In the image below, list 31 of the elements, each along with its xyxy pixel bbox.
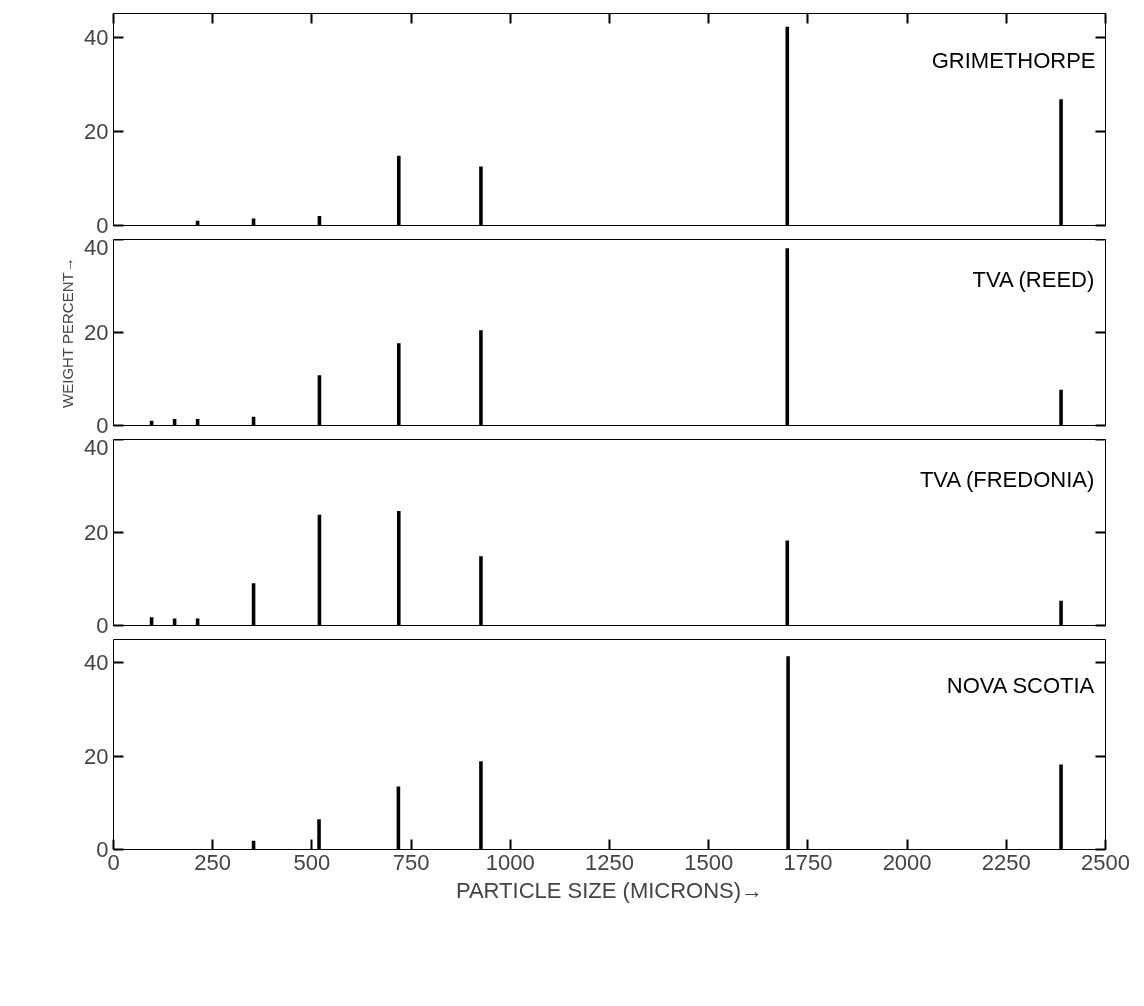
x-tick-label: 1000 xyxy=(485,849,535,875)
y-axis-title: WEIGHT PERCENT→ xyxy=(59,257,77,408)
bar xyxy=(479,761,483,850)
bar xyxy=(1059,99,1063,226)
bar xyxy=(317,819,321,850)
y-tick-label: 20 xyxy=(84,118,109,144)
y-tick-label: 20 xyxy=(84,320,109,345)
y-tick-label: 0 xyxy=(96,613,109,638)
y-tick-label: 40 xyxy=(84,650,109,676)
x-tick-label: 2500 xyxy=(1081,849,1130,875)
y-tick-label: 20 xyxy=(84,743,109,769)
text: NOVA SCOTIA xyxy=(946,673,1095,699)
bar xyxy=(397,155,401,226)
x-tick-label: 2000 xyxy=(882,849,932,875)
bar xyxy=(785,26,790,226)
text: TVA (REED) xyxy=(972,266,1095,292)
x-tick-label: 250 xyxy=(194,849,232,875)
x-axis-title: PARTICLE SIZE (MICRONS)→ xyxy=(455,877,764,903)
x-tick-label: 500 xyxy=(293,849,331,875)
x-tick-label: 2250 xyxy=(981,849,1031,875)
bar xyxy=(479,166,483,226)
bar xyxy=(786,656,790,850)
x-tick-label: 750 xyxy=(392,849,430,875)
y-tick-label: 20 xyxy=(84,520,109,545)
text: GRIMETHORPE xyxy=(931,47,1096,73)
x-tick-label: 1250 xyxy=(585,849,634,875)
x-tick-label: 1750 xyxy=(783,849,833,875)
y-tick-label: 40 xyxy=(84,24,109,50)
text: TVA (FREDONIA) xyxy=(919,466,1095,492)
bar xyxy=(1059,764,1063,850)
x-tick-label: 1500 xyxy=(684,849,734,875)
